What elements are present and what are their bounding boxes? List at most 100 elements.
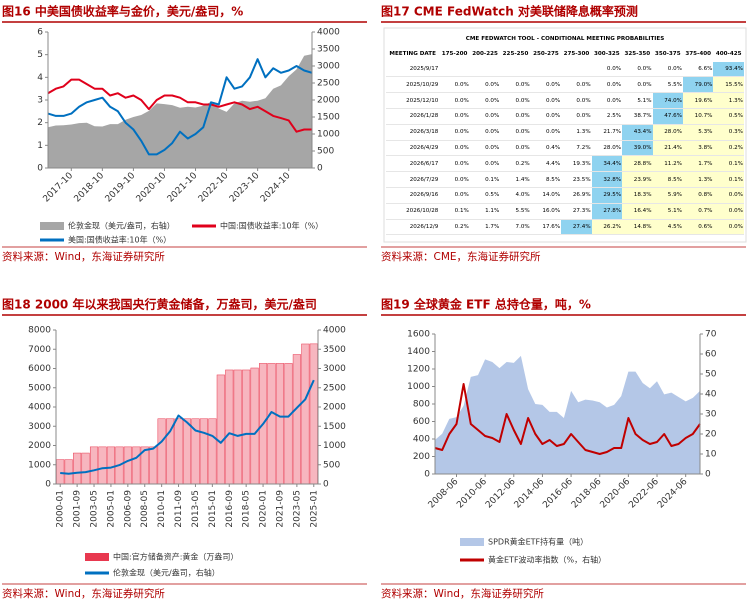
probability-cell: 0.0% — [713, 203, 744, 220]
meeting-date: 2025/10/29 — [386, 76, 440, 94]
y-tick-label: 1 — [37, 141, 43, 151]
table-row: 2026/10/28 0.1% 1.1% 5.5% 16.0% 27.3% 27.8% 16.… — [386, 203, 744, 220]
probability-cell: 0.1% — [713, 171, 744, 188]
probability-cell: 0.4% — [530, 140, 562, 157]
meeting-date: 2025/9/17 — [386, 61, 440, 78]
y-tick-label: 4 — [37, 73, 43, 83]
y-tick-label: 0 — [45, 480, 51, 490]
y2-tick-label: 0 — [323, 480, 329, 490]
probability-cell: 0.0% — [530, 124, 562, 141]
header-cell: 300-325 — [594, 51, 620, 58]
table-title: CME FEDWATCH TOOL - CONDITIONAL MEETING … — [465, 36, 665, 43]
probability-cell: 14.0% — [530, 187, 562, 204]
probability-cell: 0.0% — [439, 92, 470, 109]
table-frame — [383, 27, 747, 243]
probability-cell: 28.0% — [652, 124, 683, 141]
bar — [182, 418, 192, 485]
bar — [73, 452, 82, 485]
y-tick-label: 400 — [413, 435, 430, 445]
probability-cell: 0.0% — [469, 155, 501, 173]
table-row: 2026/12/9 0.2% 1.7% 7.0% 17.6% 27.4% 26.2% 14.8… — [386, 219, 744, 236]
y2-tick-label: 20 — [705, 430, 717, 440]
bar — [149, 446, 158, 485]
legend-swatch — [85, 553, 109, 561]
probability-cell: 74.0% — [652, 92, 683, 109]
x-tick-label: 2018-10 — [73, 171, 107, 205]
probability-cell: 23.9% — [622, 171, 653, 188]
header-cell: 200-225 — [472, 51, 498, 58]
table-row: 2026/4/29 0.0% 0.0% 0.0% 0.4% 7.2% 28.0% 39.0% 2… — [386, 140, 744, 157]
bar — [106, 446, 115, 485]
y2-tick-label: 2000 — [323, 403, 346, 413]
y2-tick-label: 1000 — [317, 130, 340, 140]
x-tick-label: 2022-06 — [627, 477, 661, 511]
source: 资料来源：Wind，东海证券研究所 — [2, 250, 165, 263]
y2-tick-label: 500 — [323, 460, 340, 470]
y2-tick-label: 2500 — [317, 79, 340, 89]
fedwatch-table: CME FEDWATCH TOOL - CONDITIONAL MEETING … — [386, 32, 744, 236]
x-tick-label: 2020-06 — [599, 477, 633, 511]
bar — [199, 418, 208, 485]
probability-cell: 5.9% — [652, 187, 683, 204]
header-cell: 375-400 — [685, 51, 712, 58]
y2-tick-label: 10 — [705, 450, 717, 460]
probability-cell: 0.7% — [683, 203, 714, 220]
x-tick-label: 2013-05 — [191, 490, 201, 528]
x-tick-label: 2003-05 — [90, 490, 100, 528]
probability-cell: 0.2% — [713, 140, 744, 157]
bar — [275, 363, 285, 485]
x-tick-label: 2020-01 — [259, 490, 269, 528]
probability-cell: 0.0% — [561, 92, 592, 109]
y-tick-label: 1400 — [407, 347, 430, 357]
probability-cell: 0.0% — [500, 108, 531, 125]
y2-tick-label: 1000 — [323, 441, 346, 451]
y2-tick-label: 1500 — [317, 113, 340, 123]
y2-tick-label: 4000 — [317, 28, 340, 38]
source: 资料来源：Wind，东海证券研究所 — [2, 587, 165, 600]
x-tick-label: 2018-05 — [242, 490, 252, 528]
bar — [56, 459, 65, 485]
probability-cell: 18.3% — [622, 187, 653, 204]
probability-cell: 21.4% — [652, 140, 683, 157]
x-tick-label: 2023-10 — [228, 171, 262, 205]
probability-cell: 0.0% — [500, 76, 531, 94]
probability-cell: 1.4% — [500, 171, 531, 188]
probability-cell: 0.0% — [713, 219, 744, 236]
x-tick-label: 2023-05 — [292, 490, 302, 528]
probability-cell: 0.6% — [683, 219, 714, 236]
probability-cell: 0.0% — [469, 140, 501, 157]
header-cell: MEETING DATE — [389, 51, 436, 58]
table-row: 2025/12/10 0.0% 0.0% 0.0% 0.0% 0.0% 0.0% 5.1% 74… — [386, 92, 744, 109]
probability-cell: 0.0% — [439, 155, 470, 173]
x-tick-label: 2024-06 — [656, 477, 690, 511]
x-tick-label: 2021-09 — [275, 490, 285, 528]
x-tick-label: 2019-10 — [104, 171, 138, 205]
probability-cell: 29.5% — [591, 187, 623, 204]
y2-tick-label: 4000 — [323, 326, 346, 336]
probability-cell: 43.4% — [622, 124, 653, 141]
table-header-row: MEETING DATE 175-200 200-225 225-250 250-275… — [386, 47, 744, 62]
table-row: 2026/9/16 0.0% 0.5% 4.0% 14.0% 26.9% 29.5% 18.3… — [386, 187, 744, 204]
probability-cell: 38.7% — [622, 108, 653, 125]
probability-cell: 0.0% — [591, 76, 623, 94]
header-cell: 350-375 — [654, 51, 681, 58]
y-tick-label: 1600 — [407, 330, 430, 340]
y-tick-label: 1200 — [407, 365, 430, 375]
y-tick-label: 5000 — [28, 383, 51, 393]
header-cell: 400-425 — [715, 51, 742, 58]
legend-label: 中国:官方储备资产:黄金（万盎司） — [113, 552, 238, 562]
y-tick-label: 1000 — [28, 460, 51, 470]
probability-cell: 0.0% — [469, 124, 501, 141]
meeting-date: 2026/12/9 — [386, 219, 440, 236]
y-tick-label: 4000 — [28, 403, 51, 413]
legend-swatch — [40, 222, 64, 230]
y2-tick-label: 3000 — [317, 62, 340, 72]
y-tick-label: 7000 — [28, 345, 51, 355]
probability-cell: 8.5% — [652, 171, 683, 188]
table-title-row: CME FEDWATCH TOOL - CONDITIONAL MEETING … — [386, 32, 744, 47]
probability-cell: 28.8% — [622, 155, 653, 173]
y-tick-label: 3 — [37, 96, 43, 106]
table-row: 2026/3/18 0.0% 0.0% 0.0% 0.0% 1.3% 21.7% 43.4% 2… — [386, 124, 744, 141]
x-tick-label: 2022-10 — [197, 171, 231, 205]
